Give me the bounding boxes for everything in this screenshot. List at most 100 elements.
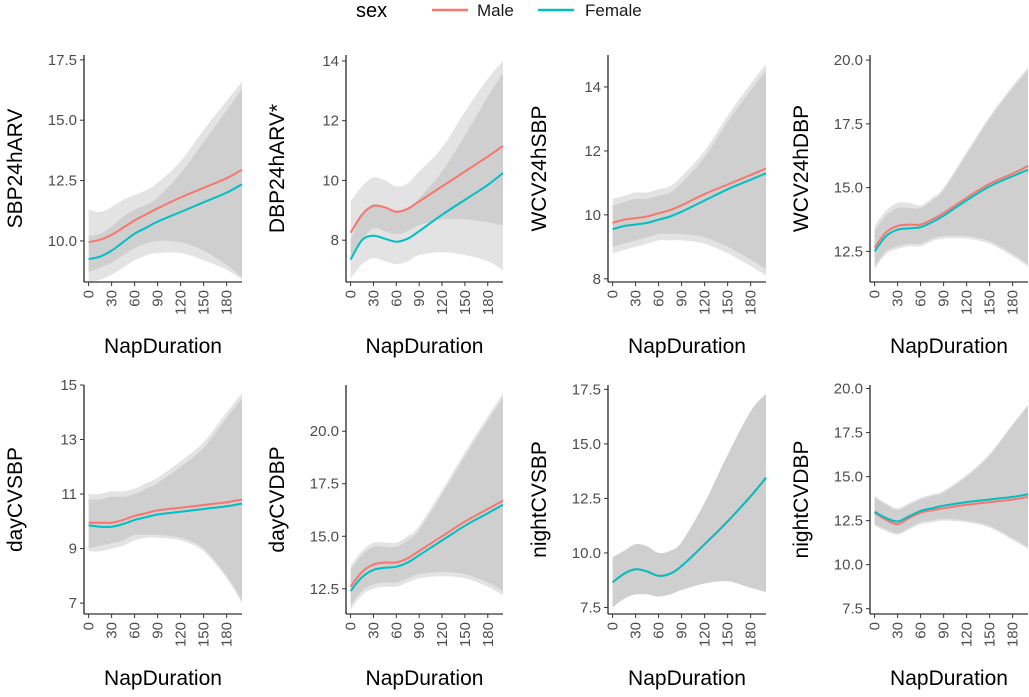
series-line-female (874, 493, 1029, 523)
y-tick-label: 10 (584, 207, 601, 224)
y-tick-label: 10 (322, 172, 339, 189)
x-tick-label: 180 (1005, 290, 1022, 315)
y-tick-label: 17.5 (834, 425, 863, 442)
y-tick-label: 12.5 (572, 490, 601, 507)
x-tick-label: 150 (196, 290, 213, 315)
legend-label-female: Female (585, 1, 642, 20)
series-line-female (88, 502, 243, 529)
x-tick-label: 90 (674, 622, 691, 639)
x-tick-label: 150 (720, 622, 737, 647)
ci-band-female (350, 397, 503, 610)
series-line-female (611, 477, 767, 584)
ci-band-female (874, 70, 1028, 270)
ci-band-female (350, 72, 503, 280)
x-tick-label: 30 (890, 290, 907, 307)
x-tick-label: 180 (743, 622, 760, 647)
series-line-female (88, 183, 243, 261)
x-tick-label: 120 (173, 290, 190, 315)
x-tick-label: 120 (434, 622, 451, 647)
series-line-male (349, 499, 504, 588)
x-tick-label: 180 (1005, 622, 1022, 647)
y-tick-label: 15.0 (48, 112, 77, 129)
ci-band-female (612, 71, 766, 276)
x-tick-label: 30 (628, 290, 645, 307)
y-tick-label: 9 (69, 541, 77, 558)
legend-label-male: Male (477, 1, 514, 20)
series-line-female (873, 168, 1029, 252)
y-tick-label: 10.0 (572, 545, 601, 562)
x-tick-label: 90 (674, 290, 691, 307)
x-tick-label: 120 (434, 290, 451, 315)
x-tick-label: 60 (127, 290, 144, 307)
series-line-female (349, 503, 504, 592)
ci-band-male (350, 393, 503, 606)
x-tick-label: 30 (890, 622, 907, 639)
x-tick-label: 150 (196, 622, 213, 647)
x-tick-label: 120 (959, 290, 976, 315)
y-tick-label: 20.0 (310, 423, 339, 440)
x-axis-title: NapDuration (366, 335, 484, 358)
y-tick-label: 17.5 (48, 52, 77, 69)
x-axis-title: NapDuration (890, 667, 1008, 690)
y-tick-label: 10.0 (834, 557, 863, 574)
y-tick-label: 15 (60, 377, 77, 394)
x-tick-label: 120 (959, 622, 976, 647)
y-axis-title: SBP24hARV (4, 109, 27, 229)
x-tick-label: 0 (343, 622, 360, 630)
x-tick-label: 90 (150, 622, 167, 639)
x-tick-label: 30 (628, 622, 645, 639)
ci-band-female (612, 393, 766, 608)
ci-band-female (874, 404, 1028, 548)
ci-band-male (88, 393, 242, 601)
legend-title: sex (356, 0, 387, 22)
y-tick-label: 7.5 (842, 601, 863, 618)
y-tick-label: 12 (322, 113, 339, 130)
x-tick-label: 90 (936, 290, 953, 307)
x-tick-label: 0 (343, 290, 360, 298)
x-axis-title: NapDuration (628, 667, 746, 690)
y-axis-title: WCV24hSBP (528, 105, 551, 231)
y-axis-title: dayCVDBP (266, 446, 289, 552)
y-axis-title: dayCVSBP (4, 447, 27, 552)
x-tick-label: 120 (697, 290, 714, 315)
series-line-female (612, 172, 767, 231)
y-tick-label: 20.0 (834, 52, 863, 69)
series-line-male (88, 498, 243, 524)
x-tick-label: 60 (651, 290, 668, 307)
y-tick-label: 15.0 (834, 469, 863, 486)
y-tick-label: 8 (593, 271, 601, 288)
panels: 10.012.515.017.50 30 60 90 120 150 180NapDurat… (4, 52, 1029, 690)
y-axis-title: WCV24hDBP (790, 105, 813, 232)
y-tick-label: 8 (331, 232, 339, 249)
y-axis-title: nightCVSBP (528, 441, 551, 558)
x-tick-label: 180 (219, 622, 236, 647)
panel-nightCVDBP: 7.5 10.0 12.5 15.0 17.5 20.0 0 30 60 90 120 150 180 N… (790, 381, 1029, 690)
x-tick-label: 30 (104, 290, 121, 307)
x-tick-label: 60 (388, 290, 405, 307)
y-tick-label: 12.5 (834, 243, 863, 260)
y-tick-label: 13 (60, 432, 77, 449)
y-tick-label: 14 (584, 79, 601, 96)
y-tick-label: 15.0 (310, 528, 339, 545)
x-tick-label: 180 (219, 290, 236, 315)
x-tick-label: 60 (651, 622, 668, 639)
panel-nightCVSBP: 7.5 10.0 12.5 15.0 17.5 0 30 60 90 120 150 180 NapDu… (528, 381, 767, 690)
x-tick-label: 150 (457, 622, 474, 647)
series-line-female (349, 172, 504, 261)
ci-band-male (612, 64, 766, 270)
legend: sex Male Female (356, 0, 642, 22)
x-tick-label: 0 (867, 290, 884, 298)
x-axis-title: NapDuration (104, 335, 222, 358)
y-axis-title: DBP24hARV* (266, 104, 289, 233)
y-tick-label: 17.5 (310, 476, 339, 493)
x-axis-title: NapDuration (366, 667, 484, 690)
x-tick-label: 30 (365, 622, 382, 639)
ci-band-male (874, 406, 1028, 549)
y-tick-label: 7.5 (580, 599, 601, 616)
x-tick-label: 0 (81, 622, 98, 630)
series-line-male (612, 167, 767, 224)
y-tick-label: 12.5 (310, 581, 339, 598)
